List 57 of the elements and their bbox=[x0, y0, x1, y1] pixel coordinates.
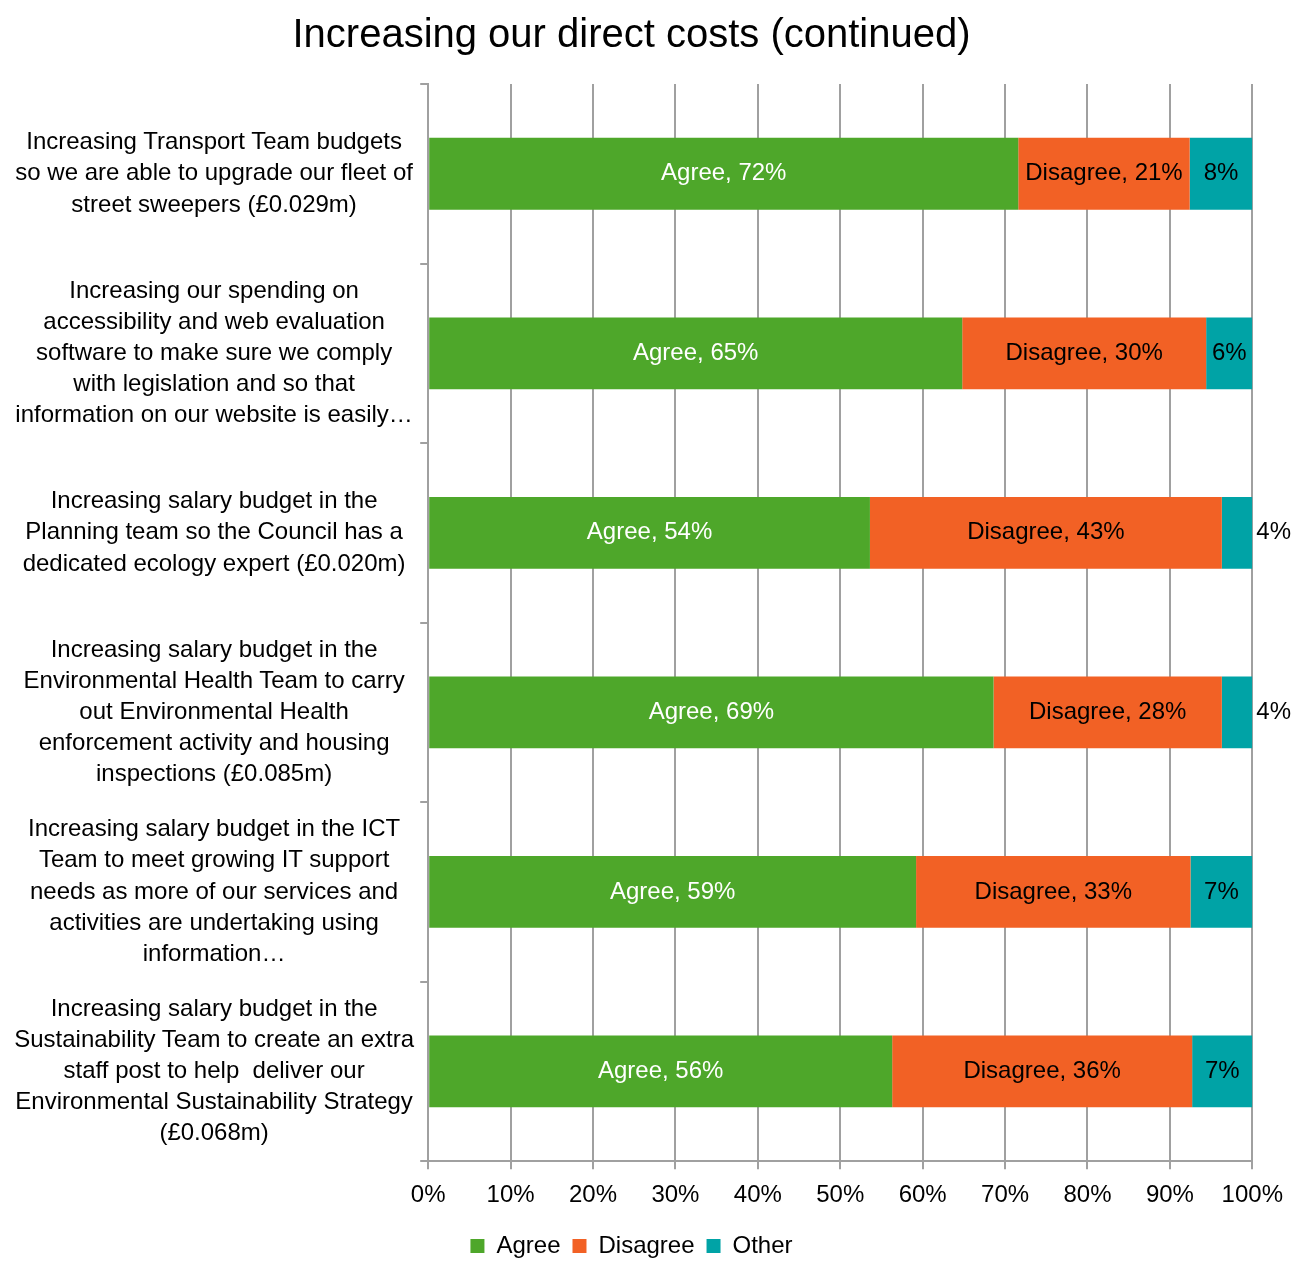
bar bbox=[1018, 137, 1190, 210]
x-tick-label: 50% bbox=[816, 1180, 865, 1208]
x-tick-label: 40% bbox=[733, 1180, 782, 1208]
data-label: Agree, 69% bbox=[648, 696, 775, 724]
legend-label: Other bbox=[732, 1230, 793, 1258]
x-tick-label: 80% bbox=[1063, 1180, 1112, 1208]
data-label: Disagree, 43% bbox=[967, 517, 1125, 545]
x-tick-label: 30% bbox=[651, 1180, 700, 1208]
data-label: 6% bbox=[1211, 337, 1247, 365]
bar bbox=[429, 676, 994, 749]
legend-label: Disagree bbox=[598, 1230, 695, 1258]
bar bbox=[892, 1035, 1193, 1108]
bar bbox=[429, 496, 870, 569]
x-tick-label: 0% bbox=[410, 1180, 446, 1208]
y-tick-label: Increasing salary budget in the ICT Team to meet growing IT support needs as more of our services and activities are undertaking using information… bbox=[28, 814, 401, 966]
bar bbox=[1190, 855, 1253, 928]
x-tick-label: 60% bbox=[898, 1180, 947, 1208]
bar bbox=[429, 1035, 893, 1108]
bar bbox=[869, 496, 1222, 569]
bar bbox=[1206, 317, 1253, 390]
data-label: 8% bbox=[1203, 158, 1239, 186]
bar bbox=[1221, 496, 1253, 569]
x-tick-label: 20% bbox=[569, 1180, 618, 1208]
data-label: Agree, 56% bbox=[597, 1056, 724, 1084]
data-label: 7% bbox=[1204, 876, 1239, 904]
y-tick-label: Increasing Transport Team budgets so we are able to upgrade our fleet of street sweepers (£0.029m) bbox=[15, 127, 414, 217]
data-label: Disagree, 21% bbox=[1025, 158, 1183, 186]
bar bbox=[1221, 676, 1253, 749]
data-label: 4% bbox=[1256, 517, 1291, 545]
data-label: Disagree, 36% bbox=[963, 1056, 1121, 1084]
y-tick-label: Increasing salary budget in the Planning team so the Council has a dedicated ecology expert (£0.020m) bbox=[22, 486, 406, 576]
data-label: Disagree, 28% bbox=[1028, 696, 1187, 724]
y-tick-label: Increasing salary budget in the Environmental Health Team to carry out Environmental Health enforcement activity and housing inspections (£0.085m) bbox=[23, 634, 405, 787]
y-tick-label: Increasing salary budget in the Sustainability Team to create an extra staff post to help deliver our Environmental Sustainability Strategy (£0.068m) bbox=[14, 993, 415, 1146]
bar bbox=[429, 137, 1019, 210]
data-label: Disagree, 30% bbox=[1005, 337, 1163, 365]
data-label: Agree, 65% bbox=[633, 337, 759, 365]
data-label: Agree, 72% bbox=[661, 158, 787, 186]
data-label: Disagree, 33% bbox=[974, 876, 1132, 904]
x-tick-label: 10% bbox=[486, 1180, 535, 1208]
x-tick-label: 70% bbox=[981, 1180, 1030, 1208]
legend-label: Agree bbox=[496, 1230, 561, 1258]
y-tick-label: Increasing our spending on accessibility and web evaluation software to make sure we comply with legislation and so that information on our website is easily… bbox=[15, 275, 413, 428]
bar bbox=[962, 317, 1207, 390]
x-tick-label: 90% bbox=[1145, 1180, 1194, 1208]
bar bbox=[1189, 137, 1253, 210]
data-label: 7% bbox=[1204, 1056, 1240, 1084]
bar bbox=[993, 676, 1222, 749]
x-tick-label: 100% bbox=[1221, 1180, 1283, 1208]
data-label: Agree, 59% bbox=[609, 876, 736, 904]
bar bbox=[1192, 1035, 1253, 1108]
bar bbox=[916, 855, 1191, 928]
chart-title: Increasing our direct costs (continued) bbox=[292, 11, 971, 56]
data-label: Agree, 54% bbox=[586, 517, 713, 545]
data-label: 4% bbox=[1256, 696, 1291, 724]
bar bbox=[429, 317, 963, 390]
bar bbox=[429, 855, 917, 928]
